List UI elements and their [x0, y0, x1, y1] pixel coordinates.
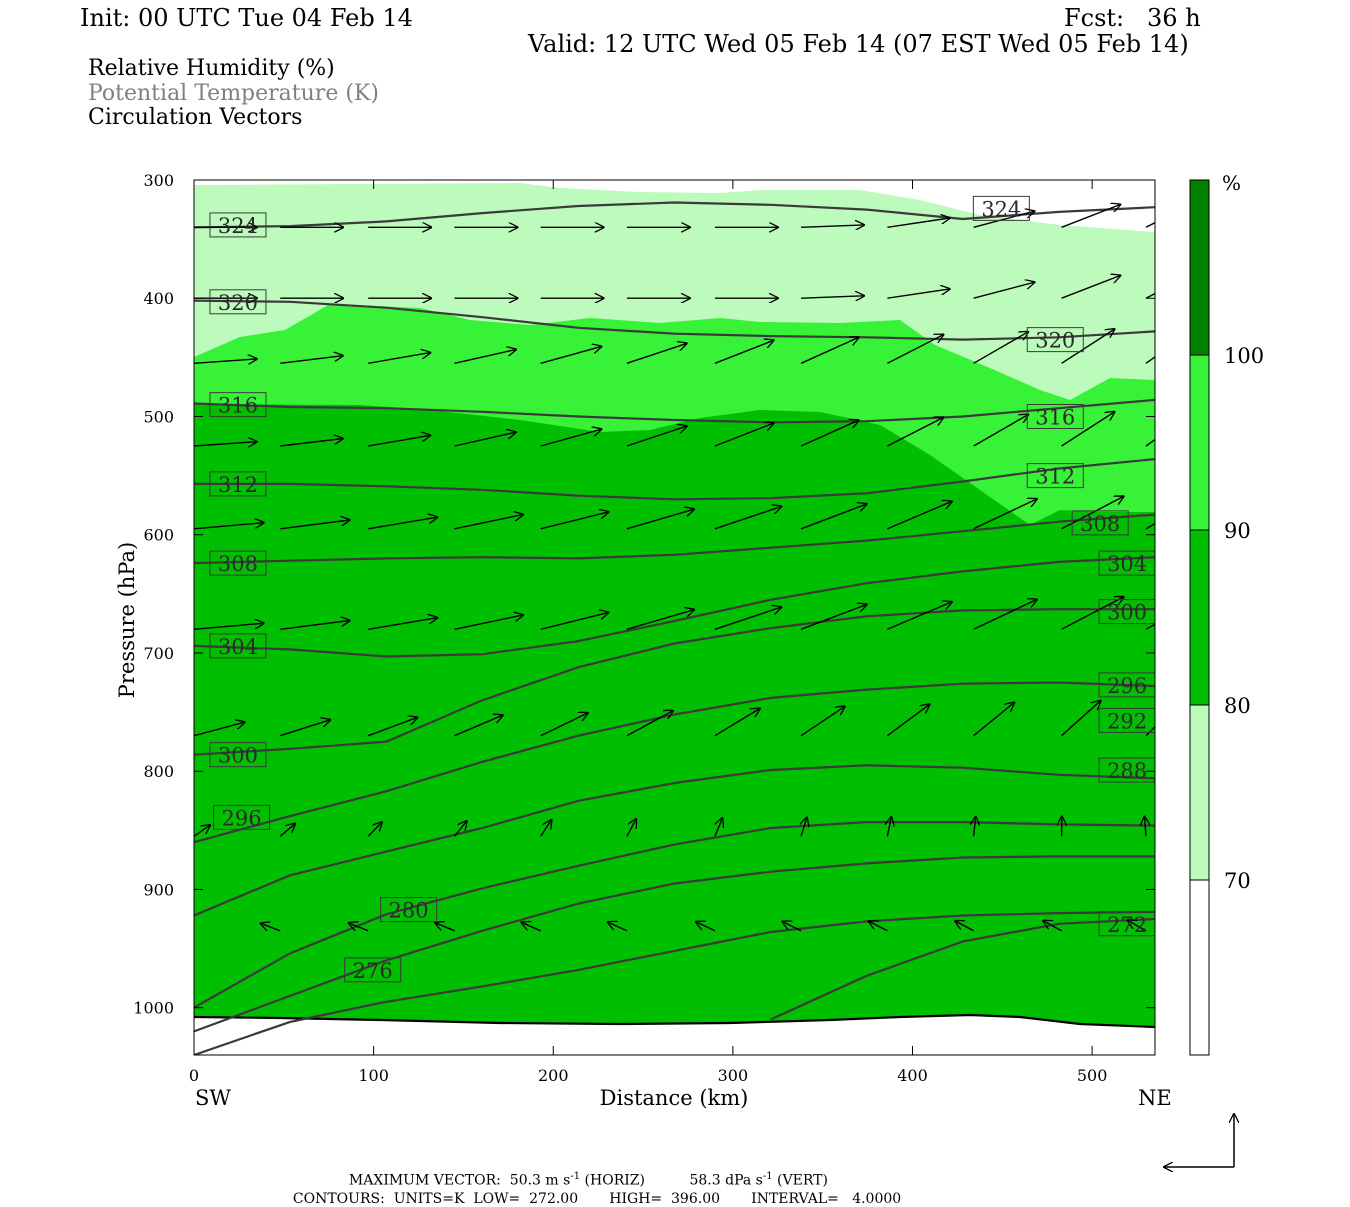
contour-label: 316 — [218, 394, 258, 418]
contour-label: 312 — [218, 473, 258, 497]
x-tick-label: 400 — [897, 1066, 928, 1085]
colorbar-unit: % — [1222, 171, 1241, 195]
contours-units: UNITS=K — [394, 1191, 465, 1207]
contour-label: 292 — [1107, 709, 1147, 733]
y-axis-label: Pressure (hPa) — [115, 542, 139, 698]
y-tick-label: 800 — [143, 762, 174, 781]
x-tick-label: 300 — [718, 1066, 749, 1085]
x-tick-label: 0 — [189, 1066, 199, 1085]
contour-label: 316 — [1035, 405, 1075, 429]
contours-info: CONTOURS: UNITS=K LOW= 272.00 HIGH= 396.… — [284, 1178, 901, 1206]
y-tick-label: 300 — [143, 171, 174, 190]
colorbar-segment — [1190, 355, 1209, 530]
contour-label: 320 — [1035, 329, 1075, 353]
colorbar-segment — [1190, 705, 1209, 880]
contour-label: 300 — [218, 744, 258, 768]
contours-interval: INTERVAL= 4.0000 — [751, 1191, 901, 1207]
contour-label: 308 — [218, 552, 258, 576]
contour-label: 304 — [218, 635, 258, 659]
contour-label: 296 — [1107, 674, 1147, 698]
y-tick-label: 900 — [143, 880, 174, 899]
contour-label: 280 — [389, 899, 429, 923]
contour-label: 276 — [353, 959, 393, 983]
colorbar-segment — [1190, 880, 1209, 1055]
colorbar-level-label: 90 — [1224, 519, 1251, 543]
contour-label: 304 — [1107, 552, 1147, 576]
colorbar-level-label: 100 — [1224, 344, 1264, 368]
contour-label: 308 — [1080, 512, 1120, 536]
x-tick-label: 100 — [358, 1066, 389, 1085]
y-tick-label: 1000 — [133, 999, 174, 1018]
colorbar-level-label: 70 — [1224, 869, 1251, 893]
contour-label: 324 — [981, 197, 1021, 221]
endpoint-ne: NE — [1138, 1086, 1172, 1110]
contours-low: LOW= 272.00 — [473, 1191, 578, 1207]
contour-label: 320 — [218, 291, 258, 315]
y-tick-label: 500 — [143, 407, 174, 426]
contours-label: CONTOURS: — [293, 1191, 385, 1207]
reference-vector — [1164, 1114, 1234, 1167]
x-tick-label: 500 — [1077, 1066, 1108, 1085]
y-tick-label: 700 — [143, 644, 174, 663]
colorbar-level-label: 80 — [1224, 694, 1251, 718]
contour-label: 272 — [1107, 913, 1147, 937]
circulation-vector — [174, 924, 194, 931]
colorbar: 100 90 80 70 — [1190, 180, 1264, 1055]
x-tick-label: 200 — [538, 1066, 569, 1085]
contour-label: 296 — [222, 806, 262, 830]
x-axis-label: Distance (km) — [600, 1086, 749, 1110]
contour-label: 300 — [1107, 601, 1147, 625]
contour-label: 324 — [218, 214, 258, 238]
colorbar-segment — [1190, 180, 1209, 355]
colorbar-segment — [1190, 530, 1209, 705]
contours-high: HIGH= 396.00 — [609, 1191, 720, 1207]
y-tick-label: 600 — [143, 526, 174, 545]
contour-label: 288 — [1107, 759, 1147, 783]
y-tick-label: 400 — [143, 289, 174, 308]
contour-label: 312 — [1035, 465, 1075, 489]
endpoint-sw: SW — [195, 1086, 231, 1110]
